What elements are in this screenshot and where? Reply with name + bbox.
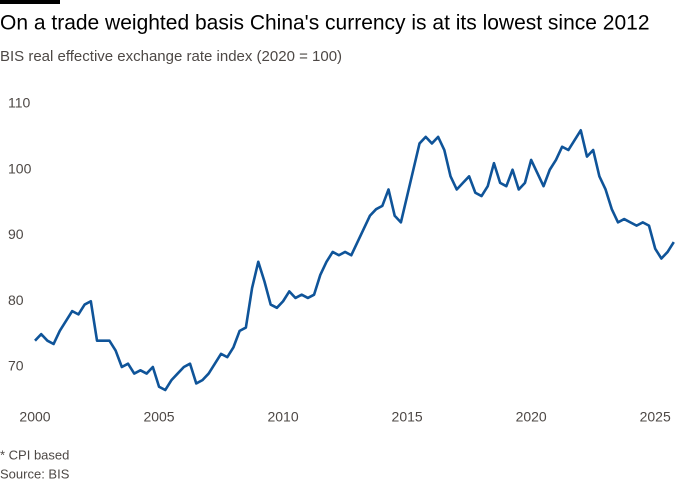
source: Source: BIS	[0, 466, 70, 481]
footnote: * CPI based	[0, 447, 69, 462]
y-tick-label: 100	[8, 160, 32, 176]
x-tick-label: 2000	[19, 409, 50, 425]
y-tick-label: 90	[8, 226, 24, 242]
x-tick-label: 2020	[516, 409, 547, 425]
brand-bar	[0, 0, 60, 4]
chart-subtitle: BIS real effective exchange rate index (…	[0, 48, 342, 65]
x-tick-label: 2015	[392, 409, 423, 425]
y-tick-label: 70	[8, 358, 24, 374]
y-tick-label: 110	[8, 95, 31, 111]
chart-title: On a trade weighted basis China's curren…	[0, 12, 650, 35]
x-tick-label: 2025	[640, 409, 671, 425]
x-tick-label: 2010	[267, 409, 298, 425]
x-tick-label: 2005	[143, 409, 174, 425]
y-tick-label: 80	[8, 292, 24, 308]
data-line	[34, 129, 675, 392]
